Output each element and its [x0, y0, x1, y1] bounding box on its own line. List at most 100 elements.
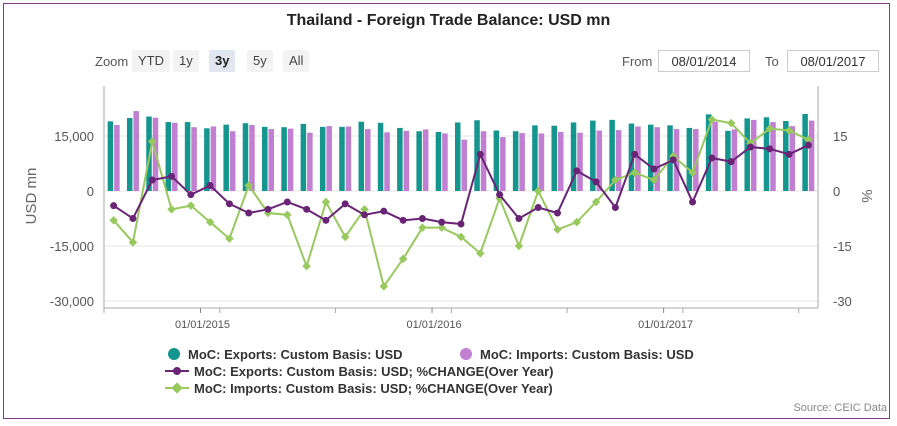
imports-bar: [712, 121, 718, 191]
y-left-tick-label: -15,000: [50, 239, 94, 254]
x-tick-label: 01/01/2015: [175, 319, 230, 331]
exports-change-point: [611, 204, 619, 211]
exports-bar: [493, 130, 500, 191]
exports-change-point: [264, 205, 272, 213]
exports-bar: [455, 122, 461, 191]
imports-bar: [365, 129, 371, 191]
imports-bar: [808, 120, 815, 191]
y-right-tick-label: 15: [833, 129, 847, 144]
from-label: From: [622, 54, 653, 69]
legend-item-exports-change[interactable]: MoC: Exports: Custom Basis: USD; %CHANGE…: [165, 363, 554, 379]
exports-bar: [667, 125, 673, 191]
exports-bar: [319, 126, 326, 191]
imports-bar: [577, 132, 583, 191]
exports-bar: [377, 122, 384, 191]
exports-bar: [339, 126, 345, 191]
imports-bar: [229, 131, 236, 191]
exports-change-point: [341, 200, 349, 208]
exports-change-point: [283, 198, 291, 206]
imports-bar: [538, 133, 545, 191]
exports-bar: [281, 127, 287, 191]
exports-change-point: [515, 215, 523, 222]
y-left-axis-label: USD mn: [23, 168, 40, 225]
exports-change-point: [553, 209, 561, 217]
imports-change-point: [244, 181, 253, 190]
exports-change-point: [380, 207, 388, 215]
exports-change-point: [418, 215, 426, 222]
imports-change-point: [321, 197, 331, 207]
exports-change-point: [573, 167, 581, 175]
exports-bar: [744, 118, 750, 191]
exports-change-point: [631, 150, 639, 158]
imports-bar: [770, 122, 776, 191]
imports-change-point: [225, 234, 234, 243]
exports-bar: [686, 127, 693, 191]
to-date-input[interactable]: [787, 50, 879, 72]
imports-bar: [519, 133, 525, 191]
exports-change-point: [650, 165, 658, 173]
exports-change-point: [438, 218, 446, 226]
exports-change-point: [129, 215, 137, 222]
to-label: To: [765, 54, 779, 69]
y-right-axis-label: %: [858, 189, 875, 202]
exports-bar: [551, 125, 557, 191]
imports-change-point: [283, 210, 292, 220]
imports-change-point: [109, 216, 118, 225]
imports-bar: [635, 126, 641, 191]
y-left-tick-label: 0: [87, 184, 94, 199]
exports-bar: [358, 121, 365, 191]
zoom-button-ytd[interactable]: YTD: [132, 50, 170, 72]
zoom-button-5y[interactable]: 5y: [247, 50, 273, 72]
exports-bar: [300, 123, 307, 191]
legend-imports-change-label: MoC: Imports: Custom Basis: USD; %CHANGE…: [194, 380, 553, 396]
y-right-tick-label: 0: [833, 184, 840, 199]
exports-bar: [262, 126, 268, 191]
imports-bar: [422, 129, 429, 191]
imports-bar: [307, 132, 313, 191]
imports-bar: [114, 125, 120, 191]
x-tick-label: 01/01/2016: [407, 319, 462, 331]
exports-change-point: [669, 156, 677, 164]
legend-item-imports-change[interactable]: MoC: Imports: Custom Basis: USD; %CHANGE…: [165, 380, 553, 396]
exports-bar: [204, 128, 210, 191]
exports-bar: [783, 120, 789, 191]
imports-bar: [133, 111, 139, 191]
line-series: [109, 115, 813, 291]
y-right-tick-label: -15: [833, 239, 852, 254]
zoom-button-1y[interactable]: 1y: [173, 50, 199, 72]
source-credit: Source: CEIC Data: [793, 402, 887, 414]
exports-change-point: [708, 154, 716, 162]
imports-change-point: [205, 217, 215, 227]
imports-change-point: [360, 205, 369, 214]
exports-bar: [532, 125, 538, 191]
zoom-button-all[interactable]: All: [283, 50, 310, 72]
exports-bar: [126, 118, 133, 191]
imports-bar: [210, 126, 217, 191]
zoom-button-3y[interactable]: 3y: [209, 50, 236, 72]
imports-bar: [789, 126, 796, 191]
y-left-tick-label: 15,000: [54, 129, 94, 144]
exports-bar: [223, 124, 229, 191]
legend-item-exports[interactable]: MoC: Exports: Custom Basis: USD: [165, 346, 403, 362]
imports-bar: [461, 139, 467, 191]
legend-imports-swatch: [460, 348, 472, 360]
legend-item-imports[interactable]: MoC: Imports: Custom Basis: USD: [457, 346, 694, 362]
imports-bar: [249, 125, 255, 191]
imports-change-line: [112, 118, 809, 289]
exports-change-point: [496, 191, 504, 199]
exports-change-line: [113, 144, 809, 226]
exports-bar: [628, 123, 635, 191]
grid-lines: [104, 135, 818, 302]
x-tick-label: 01/01/2017: [638, 319, 693, 331]
exports-bar: [609, 119, 615, 191]
exports-bar: [435, 131, 442, 191]
imports-bar: [615, 130, 622, 191]
exports-bar: [570, 122, 577, 191]
exports-change-point: [322, 216, 330, 224]
bar-series: [107, 111, 815, 191]
legend-imports-change-swatch: [165, 382, 189, 394]
imports-bar: [268, 129, 275, 191]
axes: 15,000 0 -15,000 -30,000 15 0 -15 -30 01/01/2015…: [50, 86, 852, 331]
from-date-input[interactable]: [658, 50, 750, 72]
